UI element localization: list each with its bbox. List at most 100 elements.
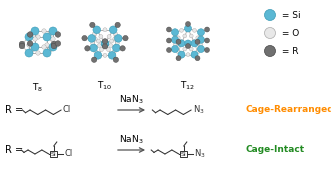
Circle shape xyxy=(120,46,125,51)
Circle shape xyxy=(85,46,90,51)
Circle shape xyxy=(55,41,61,46)
Text: N$_3$: N$_3$ xyxy=(193,104,204,116)
Circle shape xyxy=(96,39,100,43)
Text: Cage-Intact: Cage-Intact xyxy=(245,146,304,154)
Circle shape xyxy=(171,36,178,43)
Circle shape xyxy=(176,39,181,44)
Circle shape xyxy=(25,33,33,41)
Circle shape xyxy=(166,47,171,53)
Text: Cl: Cl xyxy=(64,149,72,159)
Circle shape xyxy=(205,27,210,32)
Circle shape xyxy=(191,40,198,47)
Circle shape xyxy=(205,38,210,43)
Circle shape xyxy=(103,53,107,57)
Circle shape xyxy=(113,44,120,52)
Circle shape xyxy=(109,44,113,48)
Circle shape xyxy=(27,41,33,46)
Circle shape xyxy=(173,34,177,38)
Circle shape xyxy=(93,37,97,41)
Circle shape xyxy=(176,50,180,54)
Circle shape xyxy=(195,56,200,61)
Circle shape xyxy=(101,40,109,47)
Circle shape xyxy=(184,25,192,32)
Circle shape xyxy=(113,45,117,49)
Circle shape xyxy=(82,36,87,41)
Circle shape xyxy=(48,32,52,36)
Text: R =: R = xyxy=(5,105,26,115)
Text: = R: = R xyxy=(279,46,299,56)
Circle shape xyxy=(94,50,98,54)
Circle shape xyxy=(99,35,103,39)
Circle shape xyxy=(186,53,190,57)
Circle shape xyxy=(123,36,128,41)
Circle shape xyxy=(102,44,108,49)
Circle shape xyxy=(185,22,191,26)
Circle shape xyxy=(102,39,108,44)
Circle shape xyxy=(42,45,46,49)
Circle shape xyxy=(193,29,196,32)
Text: = Si: = Si xyxy=(279,11,301,19)
Circle shape xyxy=(264,28,275,39)
Circle shape xyxy=(107,35,111,39)
Circle shape xyxy=(91,41,95,45)
Circle shape xyxy=(173,43,177,46)
Circle shape xyxy=(48,48,52,52)
Text: NaN$_3$: NaN$_3$ xyxy=(119,94,144,106)
Circle shape xyxy=(114,32,118,36)
Circle shape xyxy=(42,29,46,33)
Circle shape xyxy=(51,43,57,49)
Circle shape xyxy=(110,39,114,43)
Circle shape xyxy=(51,41,57,47)
Circle shape xyxy=(113,57,118,62)
Circle shape xyxy=(51,37,55,41)
Bar xyxy=(180,151,187,157)
Circle shape xyxy=(183,47,187,51)
Text: T$_{12}$: T$_{12}$ xyxy=(180,80,196,92)
Circle shape xyxy=(176,45,180,49)
Circle shape xyxy=(195,39,200,44)
Circle shape xyxy=(191,51,198,58)
Text: T$_8$: T$_8$ xyxy=(32,82,44,94)
Circle shape xyxy=(189,47,193,51)
Circle shape xyxy=(93,45,97,49)
Circle shape xyxy=(25,49,33,57)
Circle shape xyxy=(184,40,192,47)
Circle shape xyxy=(199,43,203,46)
Circle shape xyxy=(110,26,117,34)
Text: = O: = O xyxy=(279,29,299,37)
Circle shape xyxy=(33,37,37,41)
Circle shape xyxy=(101,40,109,47)
Circle shape xyxy=(93,26,101,34)
Circle shape xyxy=(100,47,104,52)
Circle shape xyxy=(92,32,96,36)
Circle shape xyxy=(199,34,203,38)
Circle shape xyxy=(55,32,61,37)
Text: Si: Si xyxy=(51,152,57,156)
Circle shape xyxy=(88,35,95,42)
Text: Si: Si xyxy=(181,152,187,156)
Circle shape xyxy=(166,27,171,32)
Circle shape xyxy=(107,47,111,52)
Circle shape xyxy=(49,43,57,51)
Circle shape xyxy=(45,43,49,47)
Circle shape xyxy=(27,32,33,37)
Circle shape xyxy=(113,37,117,41)
Circle shape xyxy=(180,29,183,32)
Circle shape xyxy=(91,57,97,62)
Circle shape xyxy=(171,29,178,36)
Circle shape xyxy=(19,43,25,49)
Circle shape xyxy=(189,34,193,38)
Text: T$_{10}$: T$_{10}$ xyxy=(97,80,113,92)
Text: N$_3$: N$_3$ xyxy=(194,148,206,160)
Text: R =: R = xyxy=(5,145,26,155)
Circle shape xyxy=(103,28,107,32)
Text: Cl: Cl xyxy=(63,105,71,115)
Circle shape xyxy=(196,50,200,54)
Circle shape xyxy=(264,46,275,57)
Circle shape xyxy=(180,40,183,43)
Circle shape xyxy=(196,44,200,48)
Circle shape xyxy=(36,51,40,55)
Circle shape xyxy=(264,9,275,20)
Circle shape xyxy=(30,32,34,36)
Circle shape xyxy=(173,39,177,43)
